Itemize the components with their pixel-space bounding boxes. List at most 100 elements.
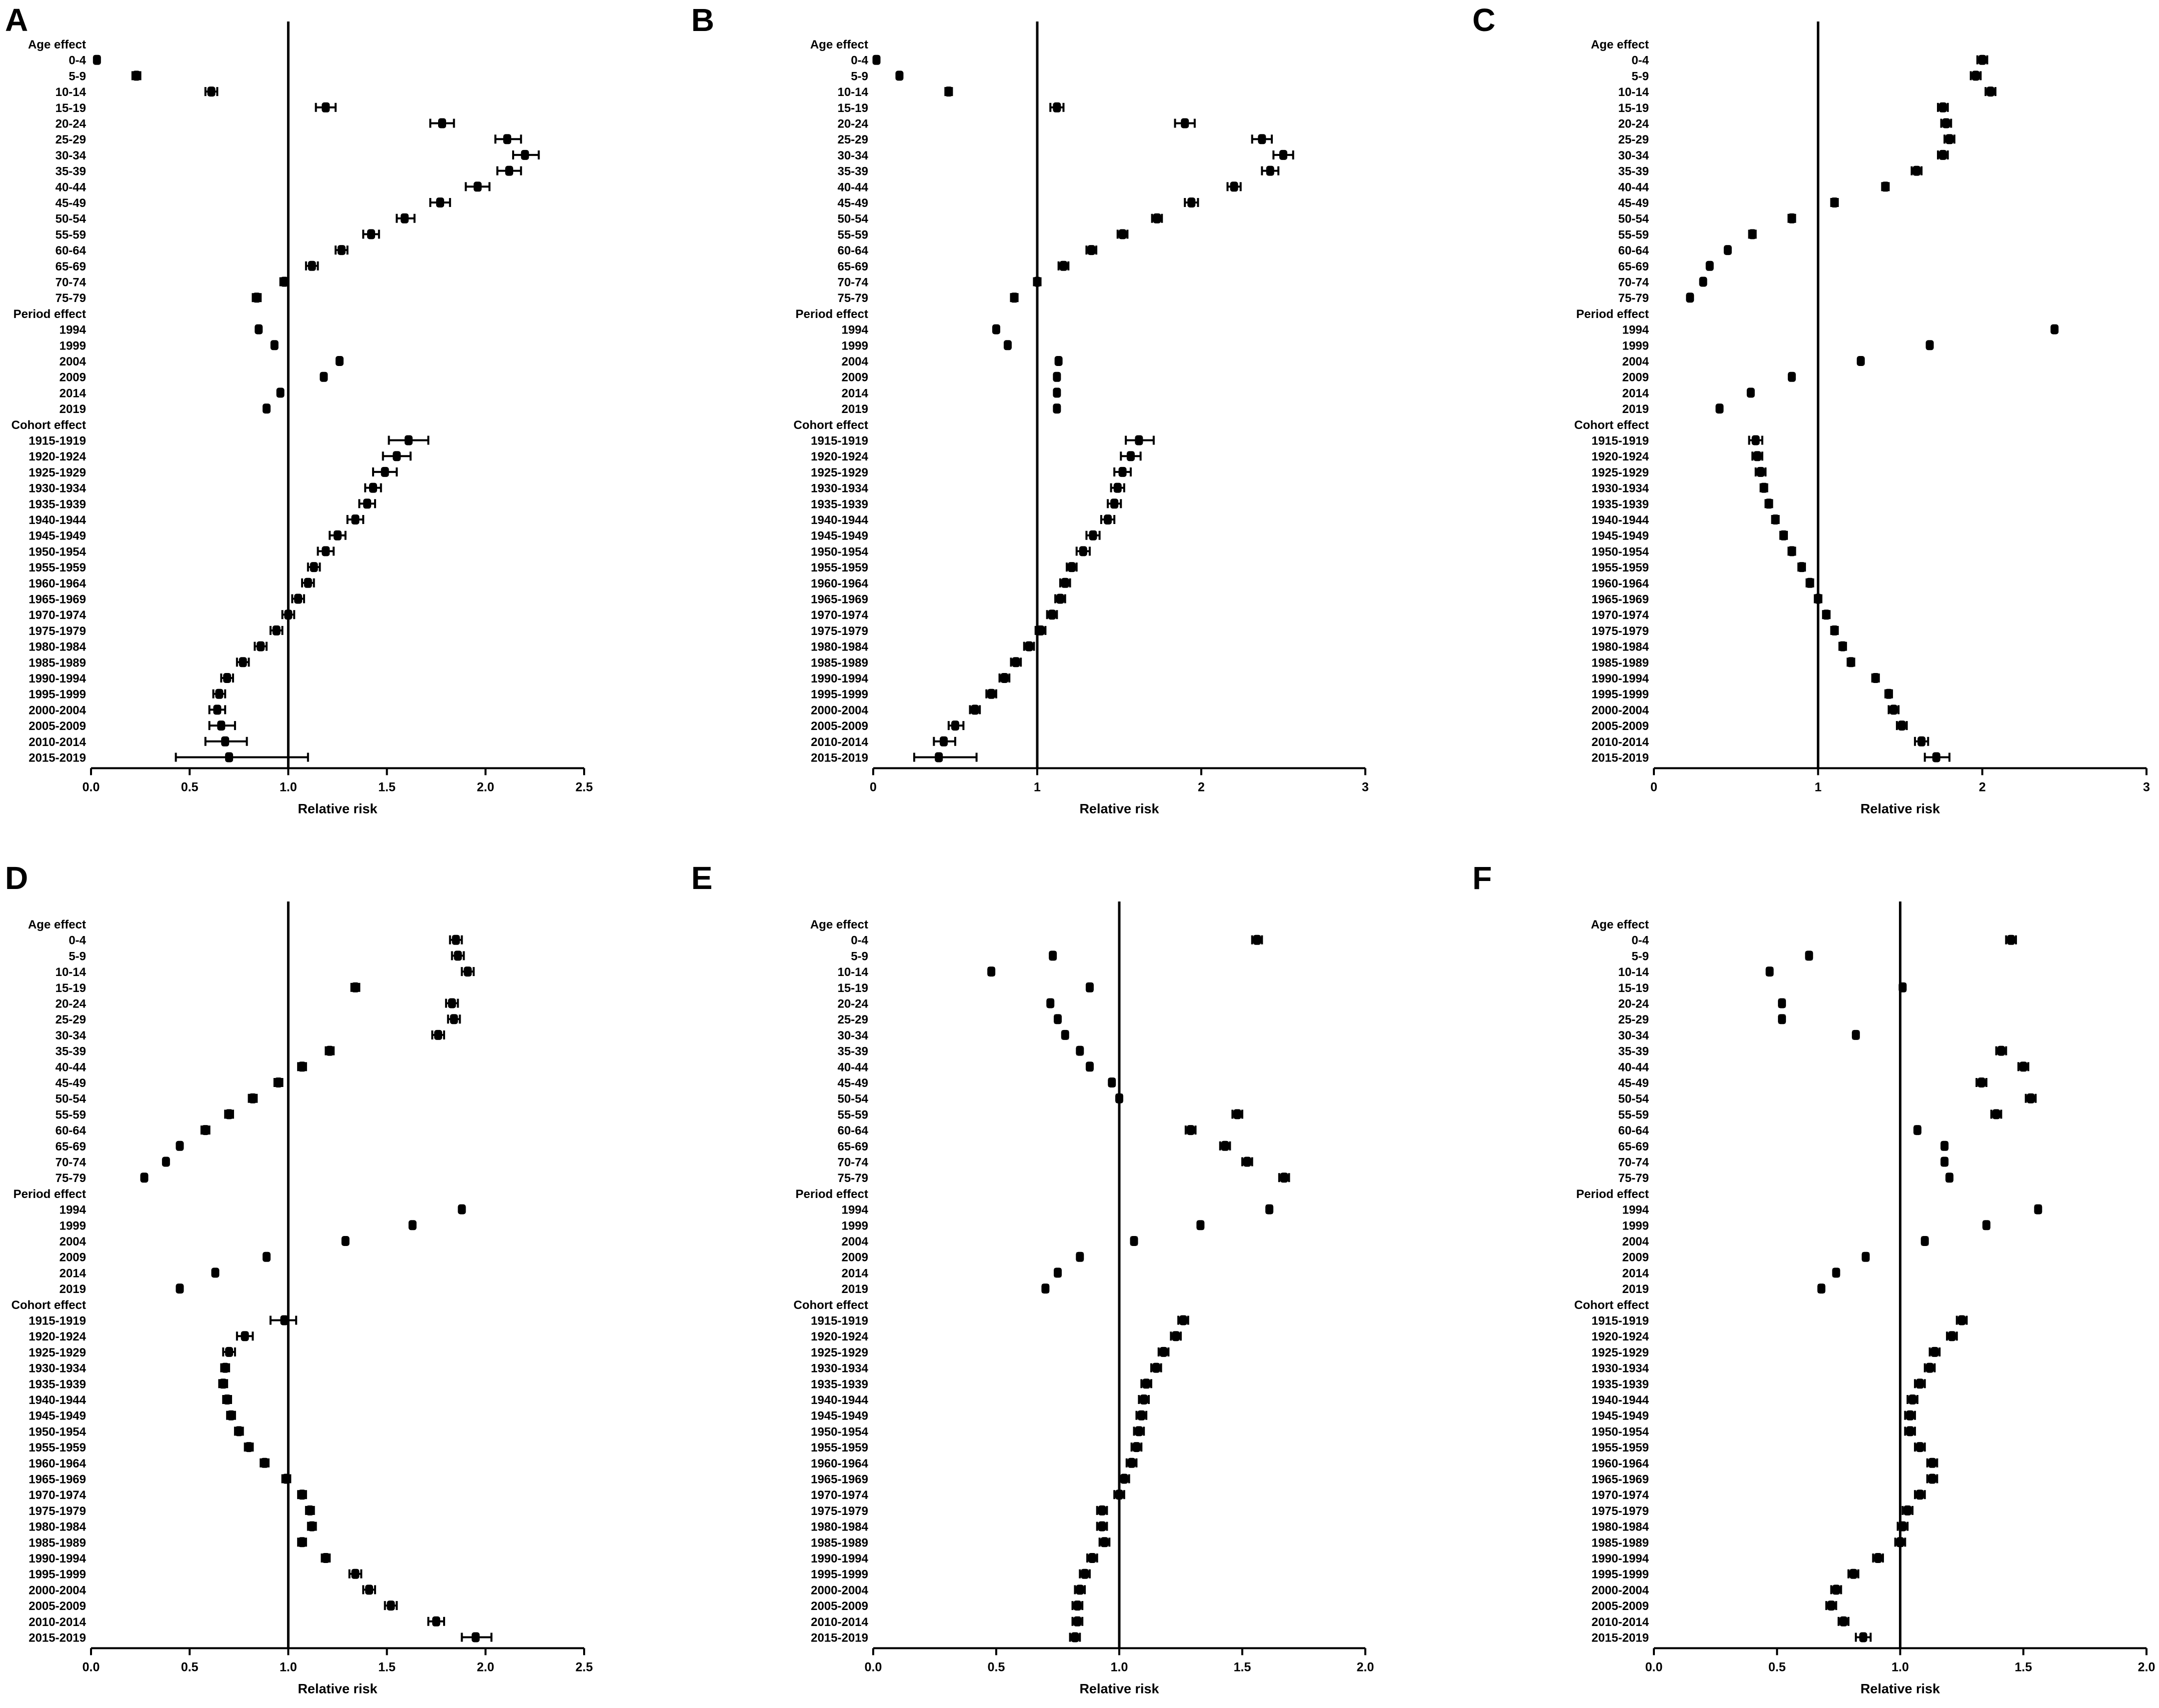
point-estimate: [215, 688, 224, 699]
row-label: 65-69: [56, 1140, 86, 1154]
point-estimate: [1932, 752, 1940, 762]
point-estimate: [987, 966, 996, 977]
point-estimate: [1061, 1030, 1069, 1040]
point-estimate: [1917, 736, 1926, 746]
row-label: 55-59: [56, 1108, 86, 1122]
row-label: 2000-2004: [1591, 704, 1649, 717]
point-estimate: [872, 54, 881, 65]
point-estimate: [132, 70, 141, 81]
point-estimate: [213, 704, 222, 715]
row-label: 60-64: [838, 244, 869, 258]
row-label: 1930-1934: [1591, 1362, 1649, 1376]
point-estimate: [1076, 1252, 1084, 1262]
row-label: 60-64: [838, 1124, 869, 1138]
point-estimate: [944, 86, 953, 97]
row-label: 1980-1984: [1591, 1520, 1649, 1534]
row-label: 1994: [1622, 324, 1649, 337]
point-estimate: [971, 704, 979, 715]
point-estimate: [351, 982, 360, 992]
row-label: 1980-1984: [29, 640, 86, 654]
point-estimate: [1838, 641, 1847, 652]
row-label: 75-79: [56, 292, 86, 305]
row-label: 40-44: [56, 1060, 87, 1074]
row-label: 65-69: [1618, 260, 1649, 274]
row-label: 1935-1939: [811, 498, 868, 511]
group-header: Cohort effect: [794, 418, 868, 432]
row-label: 1990-1994: [811, 672, 868, 686]
row-label: 1999: [842, 1219, 868, 1232]
row-label: 35-39: [838, 165, 868, 178]
point-estimate: [1884, 688, 1893, 699]
group-header: Age effect: [1591, 38, 1649, 52]
row-label: 1925-1929: [811, 466, 868, 480]
row-label: 20-24: [1618, 118, 1649, 131]
point-estimate: [387, 1600, 395, 1611]
point-estimate: [140, 1172, 149, 1183]
point-estimate: [1797, 562, 1806, 572]
point-estimate: [450, 1014, 458, 1024]
row-label: 1955-1959: [29, 561, 86, 574]
row-label: 1915-1919: [29, 434, 86, 448]
point-estimate: [1947, 1331, 1956, 1342]
x-tick-label: 3: [2143, 780, 2150, 794]
row-label: 1940-1944: [811, 1394, 868, 1407]
point-estimate: [1874, 1553, 1882, 1563]
row-label: 55-59: [56, 228, 86, 242]
x-tick-label: 2: [1979, 780, 1986, 794]
row-label: 1965-1969: [811, 593, 868, 606]
point-estimate: [1230, 182, 1238, 192]
row-label: 1915-1919: [29, 1314, 86, 1328]
row-label: 1950-1954: [1591, 545, 1649, 558]
row-label: 5-9: [1631, 950, 1649, 963]
point-estimate: [1179, 1315, 1187, 1326]
row-label: 1994: [1622, 1204, 1649, 1217]
point-estimate: [408, 1220, 417, 1230]
row-label: 2019: [1622, 1282, 1649, 1296]
point-estimate: [434, 1030, 443, 1040]
point-estimate: [1140, 1394, 1148, 1404]
row-label: 10-14: [56, 966, 87, 979]
point-estimate: [1913, 1125, 1921, 1136]
row-label: 2014: [842, 1266, 869, 1280]
point-estimate: [1172, 1331, 1180, 1342]
row-label: 1990-1994: [29, 672, 86, 686]
point-estimate: [1830, 198, 1839, 208]
x-tick-label: 2.5: [576, 1660, 593, 1674]
point-estimate: [176, 1140, 184, 1151]
point-estimate: [404, 435, 413, 446]
row-label: 55-59: [838, 228, 868, 242]
row-label: 1995-1999: [811, 1568, 868, 1582]
row-label: 1920-1924: [811, 1330, 868, 1344]
row-label: 30-34: [838, 149, 869, 162]
point-estimate: [1986, 86, 1995, 97]
point-estimate: [464, 966, 472, 977]
point-estimate: [987, 688, 996, 699]
row-label: 1935-1939: [29, 498, 86, 511]
point-estimate: [951, 720, 959, 731]
x-tick-label: 3: [1362, 780, 1369, 794]
row-label: 1960-1964: [29, 1457, 86, 1470]
row-label: 65-69: [838, 260, 868, 274]
row-label: 75-79: [1618, 1172, 1649, 1185]
point-estimate: [1871, 673, 1880, 683]
point-estimate: [1889, 704, 1898, 715]
x-axis-label: Relative risk: [298, 1681, 378, 1696]
point-estimate: [1118, 466, 1127, 477]
row-label: 1999: [1622, 339, 1649, 352]
point-estimate: [255, 324, 263, 334]
row-label: 1995-1999: [29, 1568, 86, 1582]
point-estimate: [1053, 372, 1061, 382]
row-label: 1965-1969: [29, 1473, 86, 1486]
group-header: Period effect: [14, 1188, 86, 1201]
group-header: Age effect: [810, 918, 868, 932]
point-estimate: [940, 736, 948, 746]
row-label: 1945-1949: [29, 530, 86, 543]
x-tick-label: 1.0: [1111, 1660, 1128, 1674]
point-estimate: [211, 1268, 220, 1278]
row-label: 2015-2019: [811, 752, 868, 765]
point-estimate: [276, 388, 285, 398]
row-label: 1960-1964: [29, 577, 86, 590]
row-label: 30-34: [1618, 149, 1649, 162]
point-estimate: [1723, 245, 1732, 256]
point-estimate: [1076, 1584, 1084, 1595]
